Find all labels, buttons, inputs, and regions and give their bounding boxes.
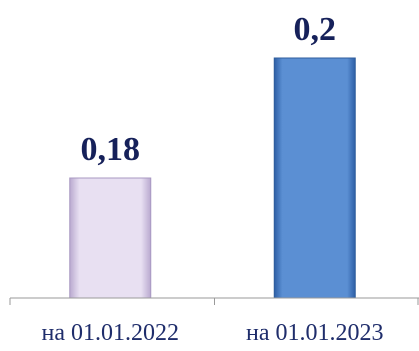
x-axis xyxy=(9,297,419,305)
bar-1 xyxy=(69,177,152,299)
data-label-2: 0,2 xyxy=(294,11,337,48)
category-label-1: на 01.01.2022 xyxy=(42,320,180,346)
data-label-1: 0,18 xyxy=(81,131,141,168)
category-label-2: на 01.01.2023 xyxy=(246,320,384,346)
bar-2 xyxy=(273,57,356,299)
